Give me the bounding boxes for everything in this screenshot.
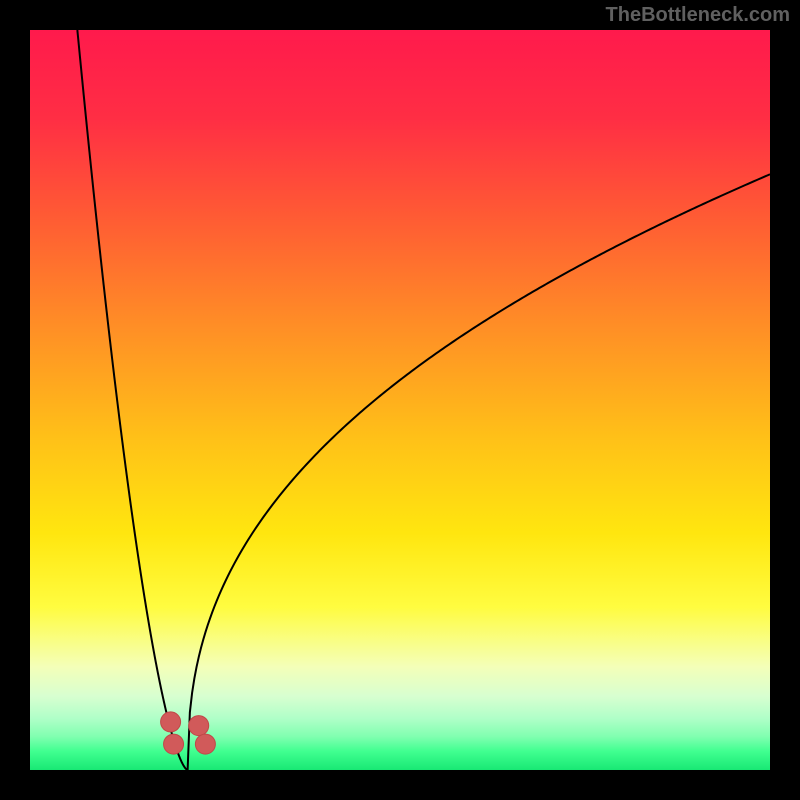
data-marker <box>161 712 181 732</box>
chart-svg <box>30 30 770 770</box>
data-marker <box>189 716 209 736</box>
plot-background <box>30 30 770 770</box>
data-marker <box>164 734 184 754</box>
plot-area <box>30 30 770 770</box>
watermark-text: TheBottleneck.com <box>606 4 790 27</box>
data-marker <box>195 734 215 754</box>
chart-container: TheBottleneck.com <box>0 0 800 800</box>
